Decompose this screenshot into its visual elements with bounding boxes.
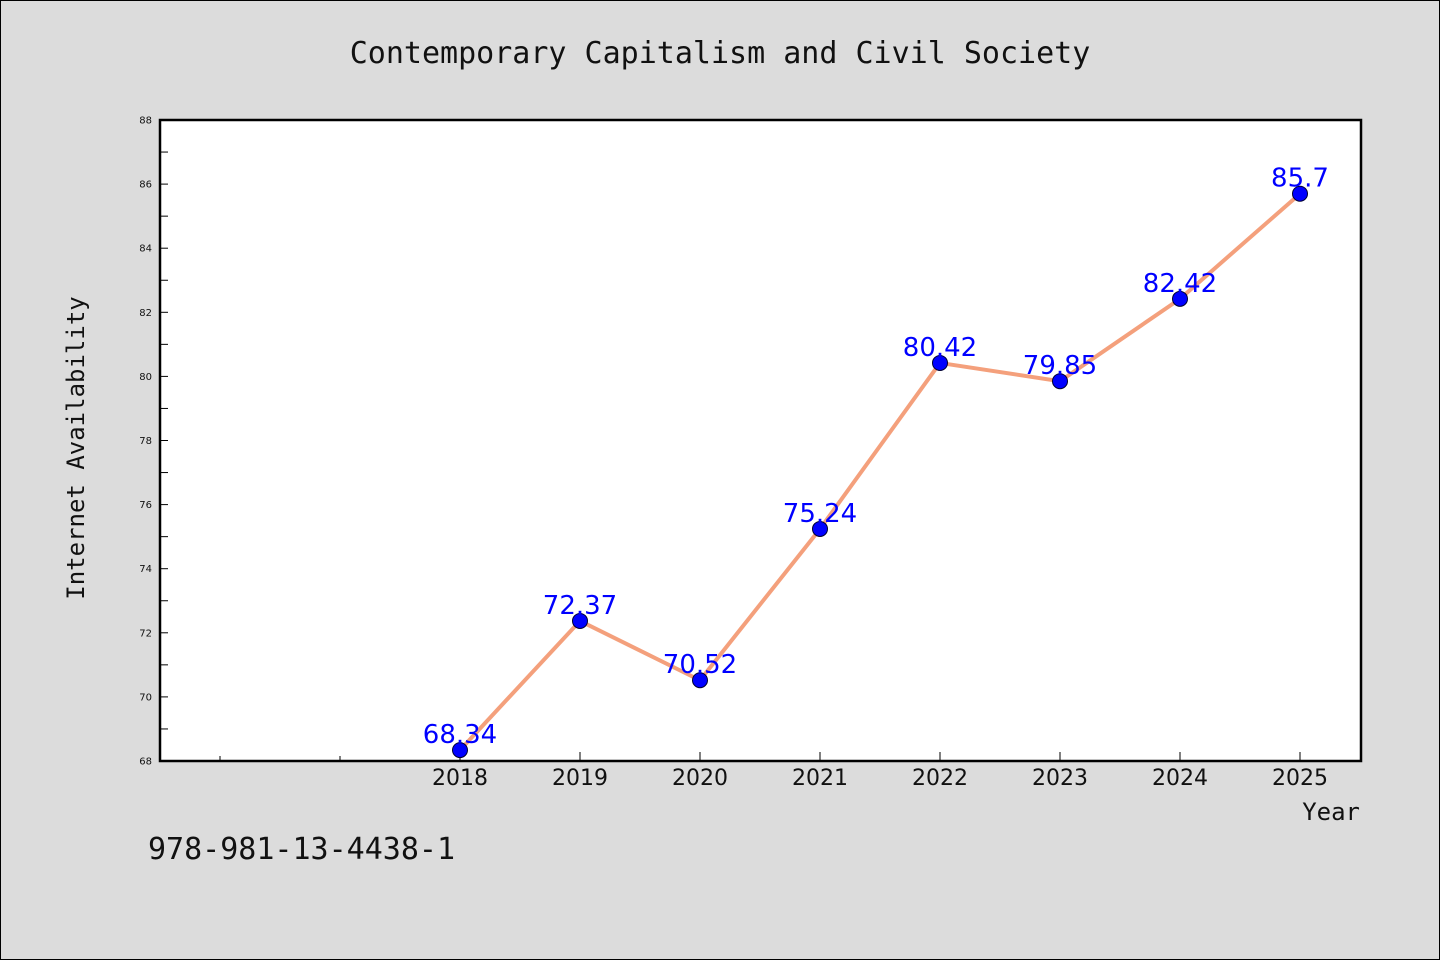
y-tick-label: 74: [139, 564, 152, 575]
y-axis-label: Internet Availability: [62, 296, 90, 599]
data-label: 79.85: [1023, 351, 1097, 381]
y-tick-label: 80: [139, 372, 152, 383]
x-tick-label: 2025: [1272, 766, 1328, 791]
data-label: 72.37: [543, 591, 617, 621]
plot-area: [158, 118, 1363, 763]
series-line-group: 68.34 72.37 70.52 75.24 80.42 79.85 82.42 85.7: [423, 164, 1329, 759]
isbn-text: 978-981-13-4438-1: [148, 832, 456, 867]
data-point: [572, 612, 588, 629]
y-tick-label: 70: [139, 692, 152, 703]
data-point: [812, 520, 828, 537]
data-point: [692, 672, 708, 689]
x-tick-label: 2018: [432, 766, 488, 791]
data-label: 82.42: [1143, 269, 1217, 299]
data-point: [1172, 290, 1188, 307]
x-tick-label: 2022: [912, 766, 968, 791]
x-tick-label: 2021: [792, 766, 848, 791]
data-label: 75.24: [783, 499, 857, 529]
data-point: [932, 354, 948, 371]
chart-title: Contemporary Capitalism and Civil Societ…: [350, 36, 1091, 71]
y-tick-label: 76: [139, 500, 152, 511]
x-tick-label: 2023: [1032, 766, 1088, 791]
data-label: 70.52: [663, 650, 737, 680]
y-tick-label: 82: [139, 308, 152, 319]
data-label: 80.42: [903, 333, 977, 363]
data-point: [1292, 185, 1308, 202]
data-label: 68.34: [423, 720, 497, 750]
y-tick-label: 68: [139, 757, 152, 768]
y-tick-label: 72: [139, 628, 152, 639]
x-tick-label: 2019: [552, 766, 608, 791]
y-axis: 68 70 72 74 76 78 80 82 84 86 88: [139, 116, 168, 768]
x-tick-label: 2024: [1152, 766, 1208, 791]
data-point: [1052, 373, 1068, 390]
series-line: [458, 192, 1302, 752]
x-axis-label: Year: [1302, 798, 1360, 826]
data-label: 85.7: [1271, 164, 1329, 194]
y-tick-label: 84: [139, 244, 152, 255]
y-tick-label: 78: [139, 436, 152, 447]
x-tick-label: 2020: [672, 766, 728, 791]
y-tick-label: 86: [139, 180, 152, 191]
data-point: [452, 742, 468, 759]
y-tick-label: 88: [139, 116, 152, 127]
x-axis: 2018 2019 2020 2021 2022 2023 2024 2025: [219, 752, 1328, 791]
